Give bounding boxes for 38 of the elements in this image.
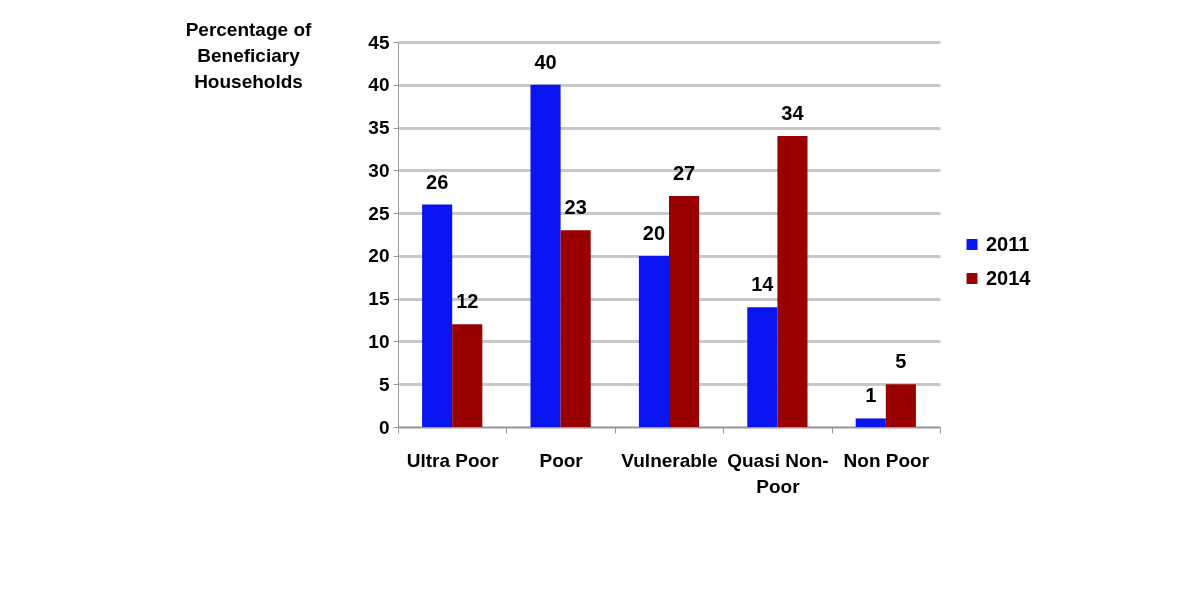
- data-label: 14: [751, 273, 775, 296]
- data-label: 5: [895, 350, 907, 373]
- bar: [669, 196, 700, 427]
- x-tick-label: Ultra Poor: [406, 449, 500, 471]
- bar: [885, 384, 916, 427]
- legend-label: 2014: [986, 266, 1032, 289]
- y-tick-label: 15: [368, 288, 390, 310]
- legend-label: 2011: [986, 232, 1030, 255]
- data-label: 20: [642, 221, 666, 244]
- bar: [452, 324, 483, 427]
- bar: [777, 136, 808, 427]
- y-axis-title: Percentage of Beneficiary Households: [185, 18, 312, 92]
- data-label: 34: [781, 102, 805, 125]
- y-tick-label: 20: [368, 245, 390, 267]
- y-tick-label: 0: [378, 416, 390, 438]
- data-label: 23: [564, 196, 587, 219]
- x-tick-label: Vulnerable: [621, 449, 718, 471]
- bar: [747, 307, 778, 427]
- y-tick-label: 45: [368, 31, 390, 53]
- data-label: 12: [456, 290, 479, 313]
- data-label: 40: [534, 50, 557, 73]
- y-tick-label: 40: [368, 74, 390, 96]
- bar: [422, 204, 453, 427]
- y-tick-label: 35: [368, 117, 390, 139]
- x-tick-label: Quasi Non-Poor: [727, 449, 829, 497]
- bar: [560, 230, 591, 427]
- bar: [638, 255, 669, 427]
- bar: [855, 418, 886, 427]
- data-label: 26: [426, 170, 449, 193]
- y-tick-label: 30: [368, 159, 390, 181]
- y-tick-label: 10: [368, 330, 390, 352]
- x-tick-label: Poor: [539, 449, 584, 471]
- data-label: 27: [672, 162, 696, 184]
- bar: [530, 84, 561, 427]
- x-tick-label: Non Poor: [843, 449, 930, 471]
- y-tick-label: 25: [368, 202, 390, 224]
- data-label: 1: [865, 384, 877, 407]
- y-tick-label: 5: [378, 373, 390, 395]
